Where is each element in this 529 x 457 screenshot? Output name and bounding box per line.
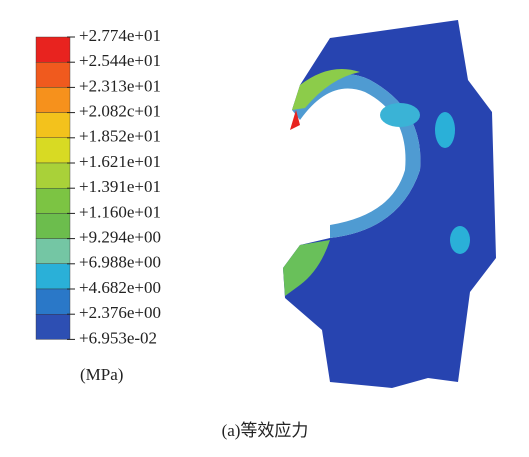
color-band: [35, 36, 71, 63]
color-band: [35, 137, 71, 164]
legend-label: +1.160e+01: [79, 202, 161, 221]
legend-label: +1.852e+01: [79, 127, 161, 146]
legend-label: +1.391e+01: [79, 177, 161, 196]
stress-hotspot: [283, 240, 330, 296]
stress-hotspot: [292, 68, 360, 110]
color-band: [35, 213, 71, 239]
legend-label: +9.294e+00: [79, 228, 161, 247]
stress-spot: [380, 103, 420, 127]
color-band: [35, 87, 71, 113]
color-band: [35, 238, 71, 265]
legend-unit: (MPa): [80, 365, 123, 384]
color-band: [35, 263, 71, 290]
legend-label: +6.953e-02: [79, 328, 157, 347]
model-body: [283, 20, 496, 388]
color-band: [35, 314, 71, 340]
legend: +2.774e+01 +2.544e+01 +2.313e+01 +2.082c+01…: [35, 26, 161, 347]
color-band: [35, 187, 71, 214]
color-band: [35, 62, 71, 88]
color-band: [35, 162, 71, 189]
legend-label: +1.621e+01: [79, 152, 161, 171]
color-band: [35, 288, 71, 315]
legend-label: +2.376e+00: [79, 303, 161, 322]
stress-peak: [290, 110, 300, 130]
legend-label: +4.682e+00: [79, 278, 161, 297]
caption: (a)等效应力: [222, 421, 309, 440]
stress-spot: [450, 226, 470, 254]
legend-label: +6.988e+00: [79, 253, 161, 272]
stress-model: [283, 20, 496, 388]
color-band: [35, 112, 71, 138]
legend-label: +2.082c+01: [79, 102, 161, 121]
legend-label: +2.313e+01: [79, 76, 161, 95]
legend-label: +2.544e+01: [79, 51, 161, 70]
legend-label: +2.774e+01: [79, 26, 161, 45]
stress-spot: [435, 112, 455, 148]
